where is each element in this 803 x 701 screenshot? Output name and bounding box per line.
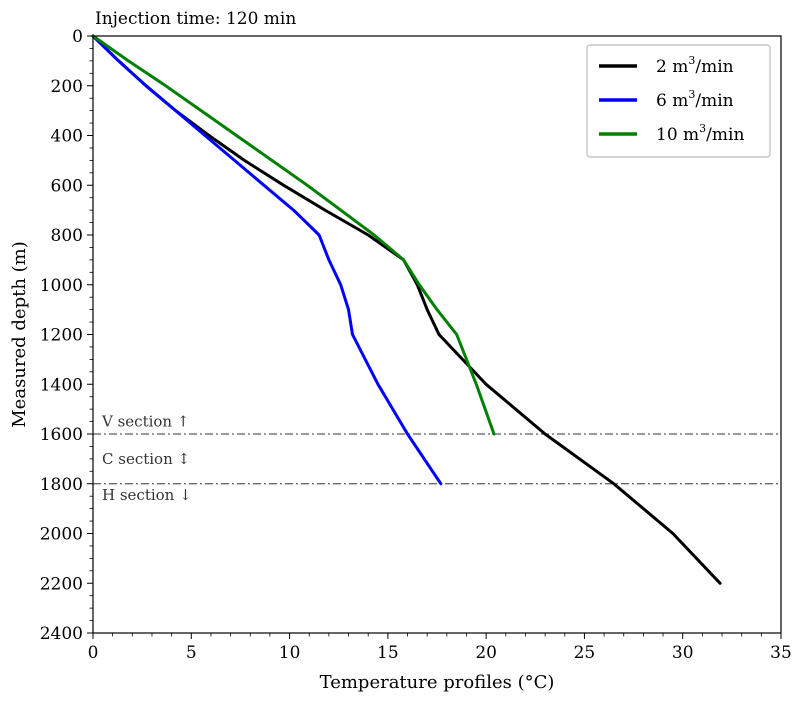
y-tick-label: 1800 bbox=[40, 475, 83, 495]
y-tick-label: 1400 bbox=[40, 375, 83, 395]
x-tick-label: 0 bbox=[88, 643, 99, 663]
x-axis-label: Temperature profiles (°C) bbox=[320, 672, 555, 693]
legend-unit: 6 m bbox=[656, 91, 688, 111]
plot-frame bbox=[92, 35, 782, 634]
y-tick-label: 800 bbox=[51, 226, 83, 246]
y-tick-label: 200 bbox=[51, 77, 83, 97]
y-tick-label: 1200 bbox=[40, 326, 83, 346]
section-annotation: C section ↕ bbox=[102, 450, 190, 468]
legend-label-3: 10 m3/min bbox=[656, 122, 744, 145]
chart-title: Injection time: 120 min bbox=[95, 9, 296, 29]
y-tick-label: 400 bbox=[51, 127, 83, 147]
y-tick-label: 1600 bbox=[40, 425, 83, 445]
legend-superscript: 3 bbox=[699, 122, 706, 135]
x-tick-label: 15 bbox=[377, 643, 399, 663]
x-tick-label: 10 bbox=[279, 643, 301, 663]
x-tick-label: 25 bbox=[574, 643, 596, 663]
section-annotation: H section ↓ bbox=[102, 486, 192, 504]
y-axis-label: Measured depth (m) bbox=[9, 241, 30, 428]
x-tick-label: 5 bbox=[186, 643, 197, 663]
legend-superscript: 3 bbox=[688, 88, 695, 101]
legend-tail: /min bbox=[695, 57, 733, 77]
section-annotations: V section ↑ C section ↕ H section ↓ bbox=[101, 413, 192, 504]
legend-label-2: 6 m3/min bbox=[656, 88, 734, 111]
legend-unit: 2 m bbox=[656, 57, 688, 77]
legend-superscript: 3 bbox=[688, 54, 695, 67]
y-tick-label: 0 bbox=[72, 27, 83, 47]
y-tick-label: 1000 bbox=[40, 276, 83, 296]
y-axis-ticks: 0 200 400 600 800 1000 1200 1400 1600 1800 2000 220… bbox=[40, 27, 93, 644]
y-tick-label: 2000 bbox=[40, 525, 83, 545]
series-line-3 bbox=[91, 34, 496, 436]
legend-label-1: 2 m3/min bbox=[656, 54, 734, 77]
x-tick-label: 30 bbox=[672, 643, 694, 663]
section-annotation: V section ↑ bbox=[101, 413, 189, 431]
y-tick-label: 2200 bbox=[40, 574, 83, 594]
x-axis-ticks: 0 5 10 15 20 25 30 35 bbox=[88, 633, 792, 663]
y-tick-label: 2400 bbox=[40, 624, 83, 644]
x-tick-label: 20 bbox=[475, 643, 497, 663]
series-line-2 bbox=[91, 34, 443, 486]
section-reference-lines bbox=[93, 433, 781, 485]
legend-tail: /min bbox=[706, 125, 744, 145]
legend-unit: 10 m bbox=[656, 125, 699, 145]
legend-tail: /min bbox=[695, 91, 733, 111]
y-tick-label: 600 bbox=[51, 176, 83, 196]
x-tick-label: 35 bbox=[770, 643, 792, 663]
legend-frame bbox=[586, 44, 771, 158]
series-layer bbox=[91, 34, 722, 585]
